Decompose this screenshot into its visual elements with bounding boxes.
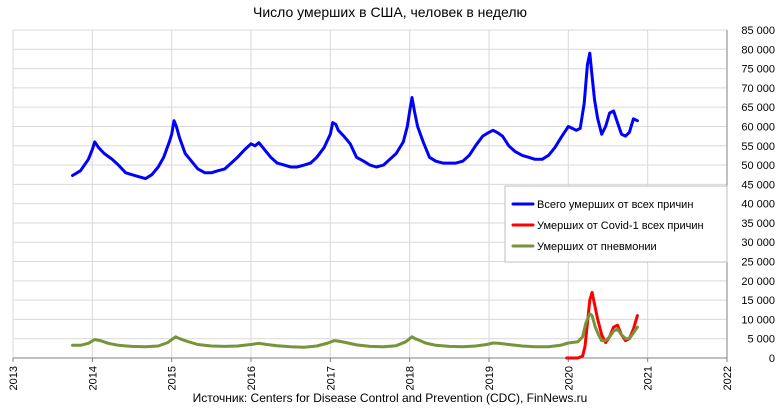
y-tick-label: 50 000: [741, 160, 775, 172]
x-tick-label: 2020: [563, 366, 575, 390]
y-tick-label: 80 000: [741, 44, 775, 56]
y-tick-label: 45 000: [741, 179, 775, 191]
series-line-3: [71, 312, 639, 349]
y-tick-label: 60 000: [741, 121, 775, 133]
y-tick-label: 10 000: [741, 314, 775, 326]
legend-label-2: Умерших от Covid-1 всех причин: [537, 220, 704, 232]
y-tick-label: 35 000: [741, 218, 775, 230]
x-tick-label: 2018: [405, 366, 417, 390]
y-tick-label: 30 000: [741, 237, 775, 249]
y-tick-label: 55 000: [741, 141, 775, 153]
series-line-1: [71, 51, 639, 181]
y-tick-label: 65 000: [741, 102, 775, 114]
y-tick-label: 25 000: [741, 257, 775, 269]
y-tick-label: 70 000: [741, 83, 775, 95]
x-tick-label: 2015: [167, 366, 179, 390]
x-tick-label: 2021: [643, 366, 655, 390]
x-tick-label: 2017: [325, 366, 337, 390]
x-tick-label: 2013: [8, 366, 20, 390]
series-line-2: [565, 290, 639, 360]
y-tick-label: 40 000: [741, 199, 775, 211]
y-tick-label: 20 000: [741, 276, 775, 288]
y-tick-label: 5 000: [747, 334, 775, 346]
y-tick-label: 85 000: [741, 25, 775, 37]
chart-source: Источник: Centers for Disease Control an…: [192, 391, 588, 405]
x-tick-label: 2022: [722, 366, 734, 390]
legend-box: [504, 185, 728, 263]
x-tick-label: 2019: [484, 366, 496, 390]
chart-title: Число умерших в США, человек в неделю: [252, 4, 528, 20]
legend-label-1: Всего умерших от всех причин: [537, 199, 693, 211]
y-tick-label: 15 000: [741, 295, 775, 307]
y-tick-label: 0: [769, 353, 775, 365]
x-tick-label: 2016: [246, 366, 258, 390]
y-tick-label: 75 000: [741, 64, 775, 76]
x-tick-label: 2014: [87, 366, 99, 390]
legend-label-3: Умерших от пневмонии: [537, 241, 657, 253]
